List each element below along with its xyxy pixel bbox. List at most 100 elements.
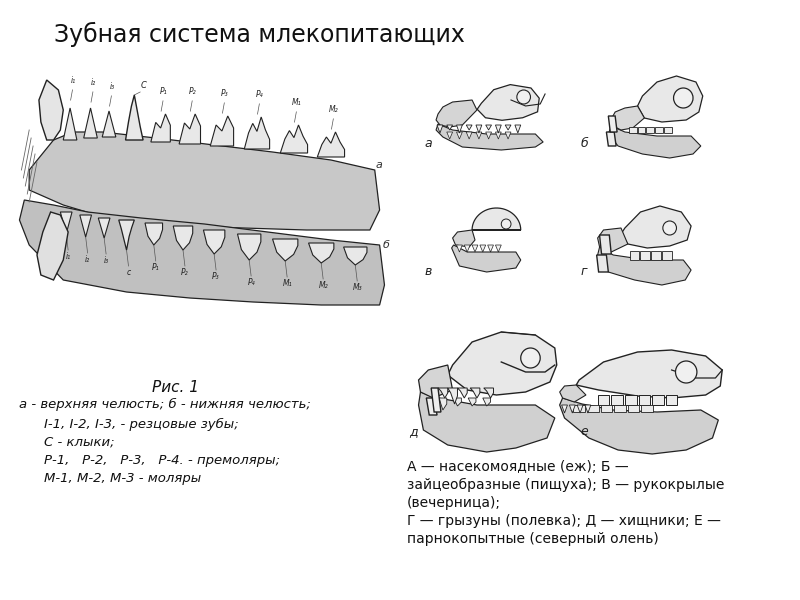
Polygon shape xyxy=(179,114,201,144)
Polygon shape xyxy=(646,127,654,133)
Polygon shape xyxy=(472,208,521,230)
Polygon shape xyxy=(608,116,617,132)
Text: P₁: P₁ xyxy=(160,87,167,96)
Polygon shape xyxy=(468,398,476,406)
Text: б: б xyxy=(580,137,588,150)
Polygon shape xyxy=(418,392,555,452)
Text: е: е xyxy=(580,425,588,438)
Polygon shape xyxy=(151,114,170,142)
Polygon shape xyxy=(98,218,110,238)
Polygon shape xyxy=(102,111,116,137)
Text: i₁: i₁ xyxy=(66,252,70,261)
Polygon shape xyxy=(577,405,583,413)
Polygon shape xyxy=(472,245,478,252)
Polygon shape xyxy=(486,132,491,139)
Text: д: д xyxy=(409,425,418,438)
Text: А — насекомоядные (еж); Б —: А — насекомоядные (еж); Б — xyxy=(407,460,629,474)
Polygon shape xyxy=(466,132,472,139)
Polygon shape xyxy=(470,388,480,398)
Polygon shape xyxy=(37,212,68,280)
Polygon shape xyxy=(630,251,639,260)
Polygon shape xyxy=(436,124,543,150)
Polygon shape xyxy=(126,95,143,140)
Polygon shape xyxy=(614,405,626,412)
Polygon shape xyxy=(560,398,718,454)
Circle shape xyxy=(663,221,677,235)
Polygon shape xyxy=(476,125,482,133)
Polygon shape xyxy=(608,126,701,158)
Polygon shape xyxy=(505,125,511,130)
Polygon shape xyxy=(488,245,494,252)
Text: M₁: M₁ xyxy=(282,279,292,288)
Text: c: c xyxy=(126,268,130,277)
Polygon shape xyxy=(606,132,616,146)
Polygon shape xyxy=(458,388,467,398)
Polygon shape xyxy=(426,398,437,415)
Polygon shape xyxy=(638,76,702,122)
Text: P₃: P₃ xyxy=(221,89,229,98)
Polygon shape xyxy=(495,132,502,139)
Polygon shape xyxy=(641,251,650,260)
Polygon shape xyxy=(343,247,367,265)
Polygon shape xyxy=(238,234,261,260)
Text: P₁: P₁ xyxy=(152,263,159,272)
Polygon shape xyxy=(651,251,661,260)
Polygon shape xyxy=(598,247,691,285)
Polygon shape xyxy=(280,125,307,153)
Text: i₃: i₃ xyxy=(110,82,114,91)
Text: i₂: i₂ xyxy=(91,78,96,87)
Polygon shape xyxy=(562,405,567,413)
Polygon shape xyxy=(628,405,639,412)
Polygon shape xyxy=(80,215,91,237)
Text: г: г xyxy=(580,265,586,278)
Text: C: C xyxy=(141,81,147,90)
Text: а: а xyxy=(424,137,432,150)
Polygon shape xyxy=(662,251,672,260)
Polygon shape xyxy=(599,235,611,254)
Polygon shape xyxy=(145,223,162,245)
Polygon shape xyxy=(457,132,462,139)
Circle shape xyxy=(674,88,693,108)
Text: (вечерница);: (вечерница); xyxy=(407,496,501,510)
Text: M₃: M₃ xyxy=(353,283,362,292)
Text: M₂: M₂ xyxy=(318,281,328,290)
Polygon shape xyxy=(638,127,646,133)
Polygon shape xyxy=(448,332,557,395)
Polygon shape xyxy=(452,245,521,272)
Polygon shape xyxy=(464,245,470,252)
Polygon shape xyxy=(454,398,462,406)
Text: С - клыки;: С - клыки; xyxy=(44,436,114,449)
Polygon shape xyxy=(63,108,77,140)
Polygon shape xyxy=(484,388,494,398)
Text: P₃: P₃ xyxy=(212,272,220,281)
Text: i₁: i₁ xyxy=(70,76,75,85)
Polygon shape xyxy=(611,106,644,130)
Polygon shape xyxy=(597,255,608,272)
Polygon shape xyxy=(436,100,477,127)
Text: i₃: i₃ xyxy=(103,256,109,265)
Text: P₄: P₄ xyxy=(247,278,255,287)
Polygon shape xyxy=(625,395,637,405)
Polygon shape xyxy=(446,125,453,130)
Polygon shape xyxy=(60,212,72,234)
Circle shape xyxy=(517,90,530,104)
Polygon shape xyxy=(652,395,664,405)
Text: i₂: i₂ xyxy=(85,255,90,264)
Polygon shape xyxy=(655,127,663,133)
Polygon shape xyxy=(486,125,491,130)
Polygon shape xyxy=(560,385,586,402)
Polygon shape xyxy=(453,230,475,247)
Text: б: б xyxy=(382,240,390,250)
Polygon shape xyxy=(476,132,482,139)
Text: Р-1,   Р-2,   Р-3,   Р-4. - премоляры;: Р-1, Р-2, Р-3, Р-4. - премоляры; xyxy=(44,454,280,467)
Polygon shape xyxy=(318,132,345,157)
Text: P₂: P₂ xyxy=(181,268,189,277)
Polygon shape xyxy=(598,395,610,405)
Polygon shape xyxy=(273,239,298,261)
Text: M₁: M₁ xyxy=(292,98,302,107)
Polygon shape xyxy=(482,398,490,406)
Polygon shape xyxy=(664,127,672,133)
Polygon shape xyxy=(598,228,628,252)
Text: P₂: P₂ xyxy=(189,87,197,96)
Polygon shape xyxy=(495,245,502,252)
